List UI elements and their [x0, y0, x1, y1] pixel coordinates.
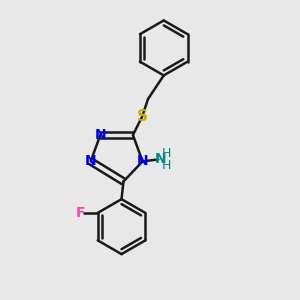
Text: N: N [85, 154, 97, 168]
Text: N: N [154, 152, 166, 167]
Text: F: F [75, 206, 85, 220]
Text: N: N [137, 154, 148, 168]
Text: H: H [162, 147, 172, 160]
Text: H: H [162, 159, 172, 172]
Text: N: N [94, 128, 106, 142]
Text: S: S [136, 109, 148, 124]
